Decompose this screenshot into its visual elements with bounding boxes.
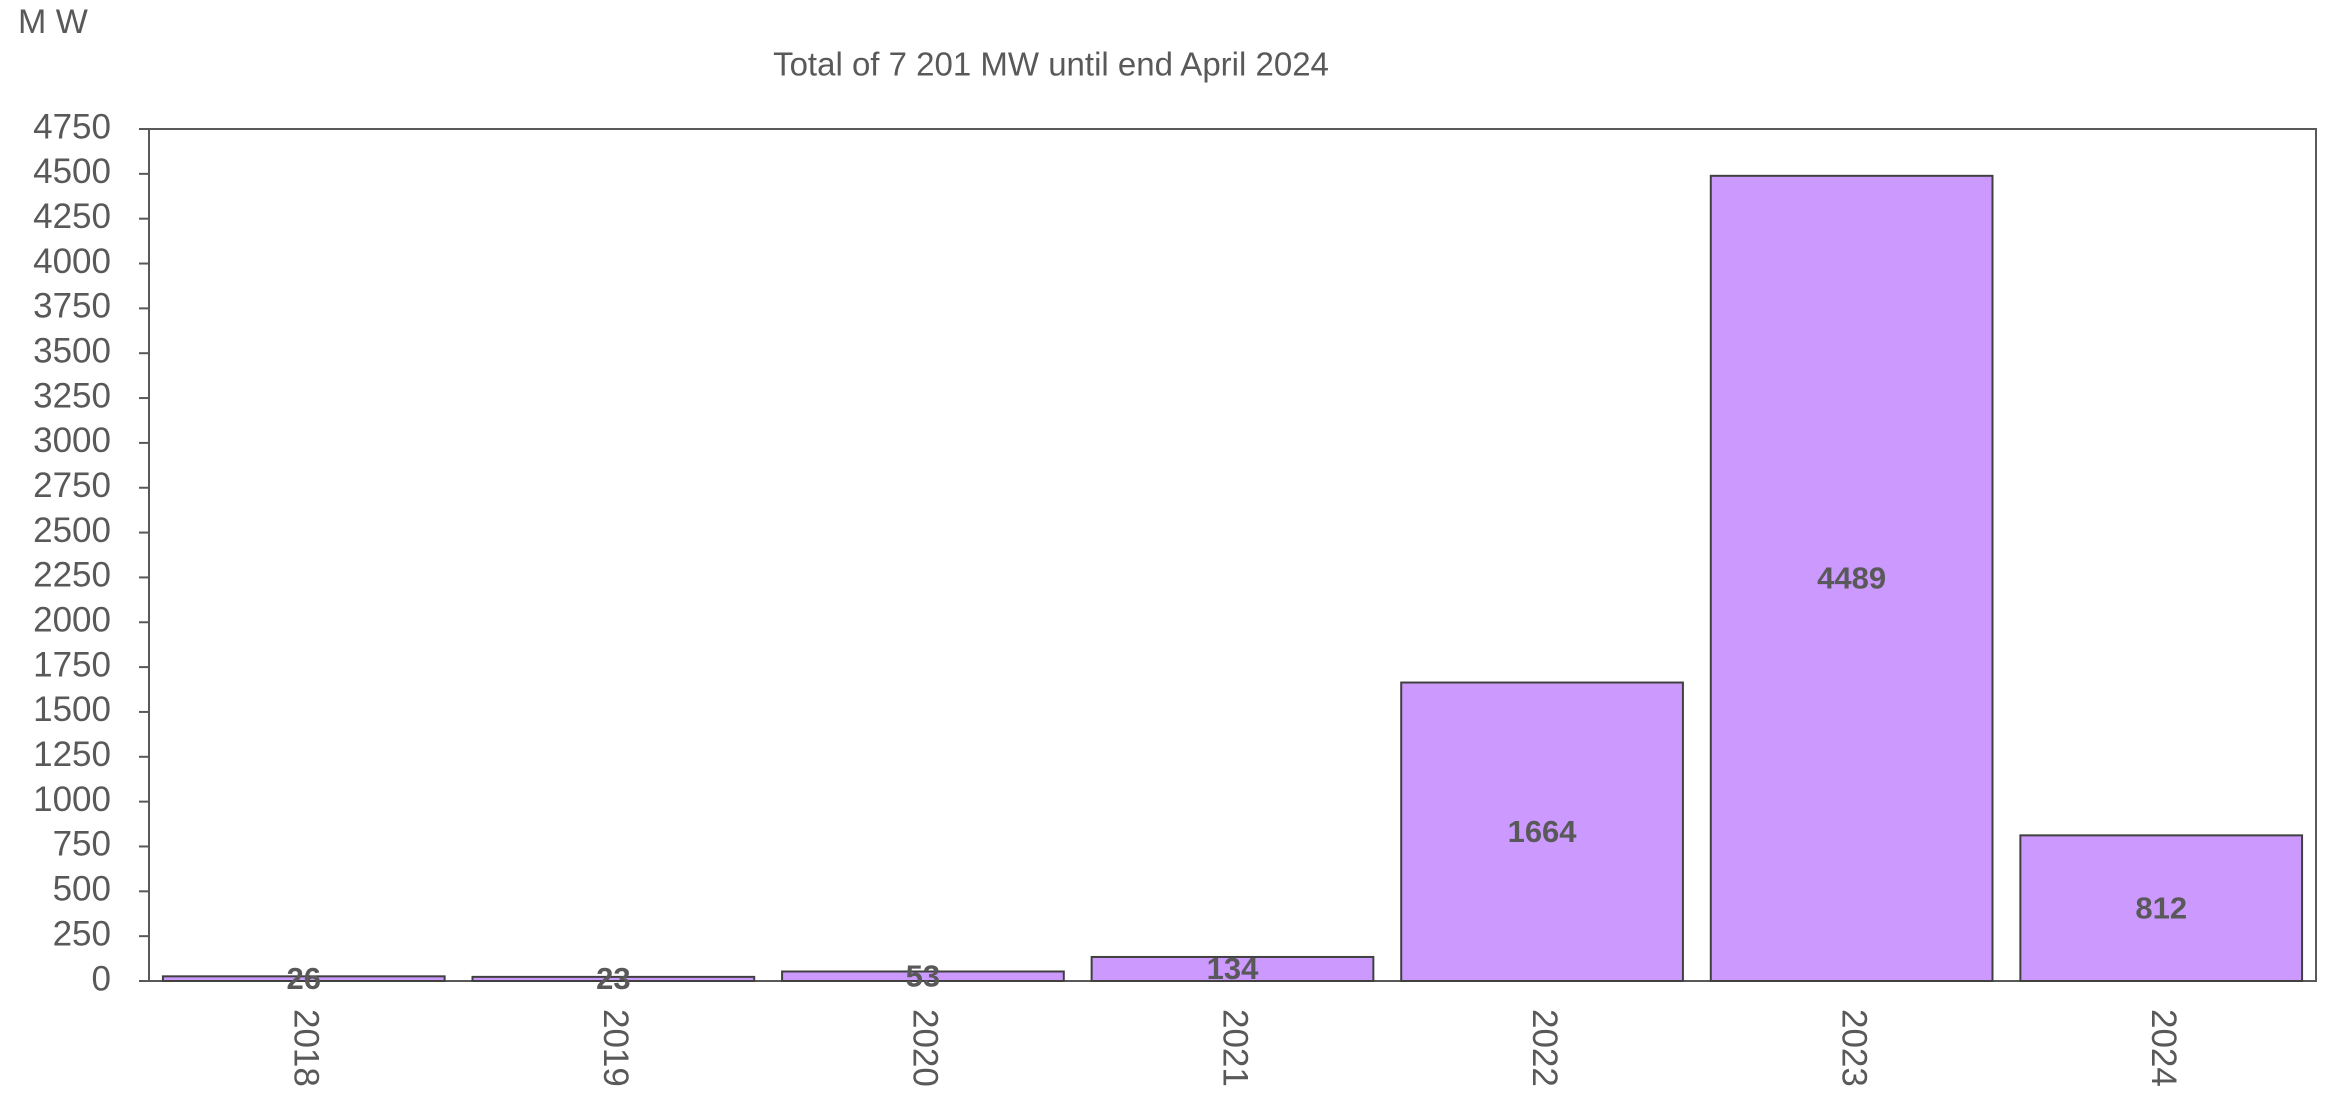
y-tick-label: 4250	[33, 197, 111, 236]
x-tick-label: 2023	[1834, 1009, 1873, 1087]
y-tick-label: 3750	[33, 287, 111, 326]
value-label: 812	[2135, 890, 2187, 925]
y-tick-label: 4750	[33, 107, 111, 146]
x-tick-label: 2021	[1215, 1009, 1254, 1087]
x-tick-label: 2022	[1525, 1009, 1564, 1087]
chart-title: Total of 7 201 MW until end April 2024	[773, 46, 1329, 83]
y-axis-label: M W	[18, 3, 88, 41]
bar	[781, 970, 1065, 982]
y-tick-label: 3250	[33, 376, 111, 415]
x-tick-label: 2024	[2144, 1009, 2183, 1087]
y-tick-label: 0	[92, 959, 111, 998]
y-tick-label: 1750	[33, 645, 111, 684]
y-tick-label: 3500	[33, 331, 111, 370]
y-tick-label: 1500	[33, 690, 111, 729]
value-label: 23	[596, 961, 630, 996]
value-label: 4489	[1817, 561, 1886, 596]
y-tick-label: 2000	[33, 601, 111, 640]
y-tick-label: 2750	[33, 466, 111, 505]
y-tick-label: 4000	[33, 242, 111, 281]
y-tick-label: 3000	[33, 421, 111, 460]
y-tick-label: 750	[53, 825, 111, 864]
value-label: 53	[906, 958, 940, 993]
bar	[471, 975, 756, 982]
y-tick-label: 500	[53, 870, 111, 909]
y-tick-label: 250	[53, 914, 111, 953]
x-tick-label: 2019	[596, 1009, 635, 1087]
value-label: 26	[287, 961, 321, 996]
value-label: 1664	[1508, 814, 1578, 849]
y-tick-label: 4500	[33, 152, 111, 191]
y-tick-label: 2250	[33, 556, 111, 595]
bar	[2019, 834, 2304, 982]
bar	[1400, 681, 1684, 982]
x-tick-label: 2020	[906, 1009, 945, 1087]
y-tick-label: 1250	[33, 735, 111, 774]
x-tick-label: 2018	[287, 1009, 326, 1087]
y-tick-label: 1000	[33, 780, 111, 819]
bar	[1090, 955, 1375, 983]
y-tick-label: 2500	[33, 511, 111, 550]
bar	[1709, 174, 1994, 982]
value-label: 134	[1207, 951, 1259, 986]
bar	[161, 975, 446, 983]
